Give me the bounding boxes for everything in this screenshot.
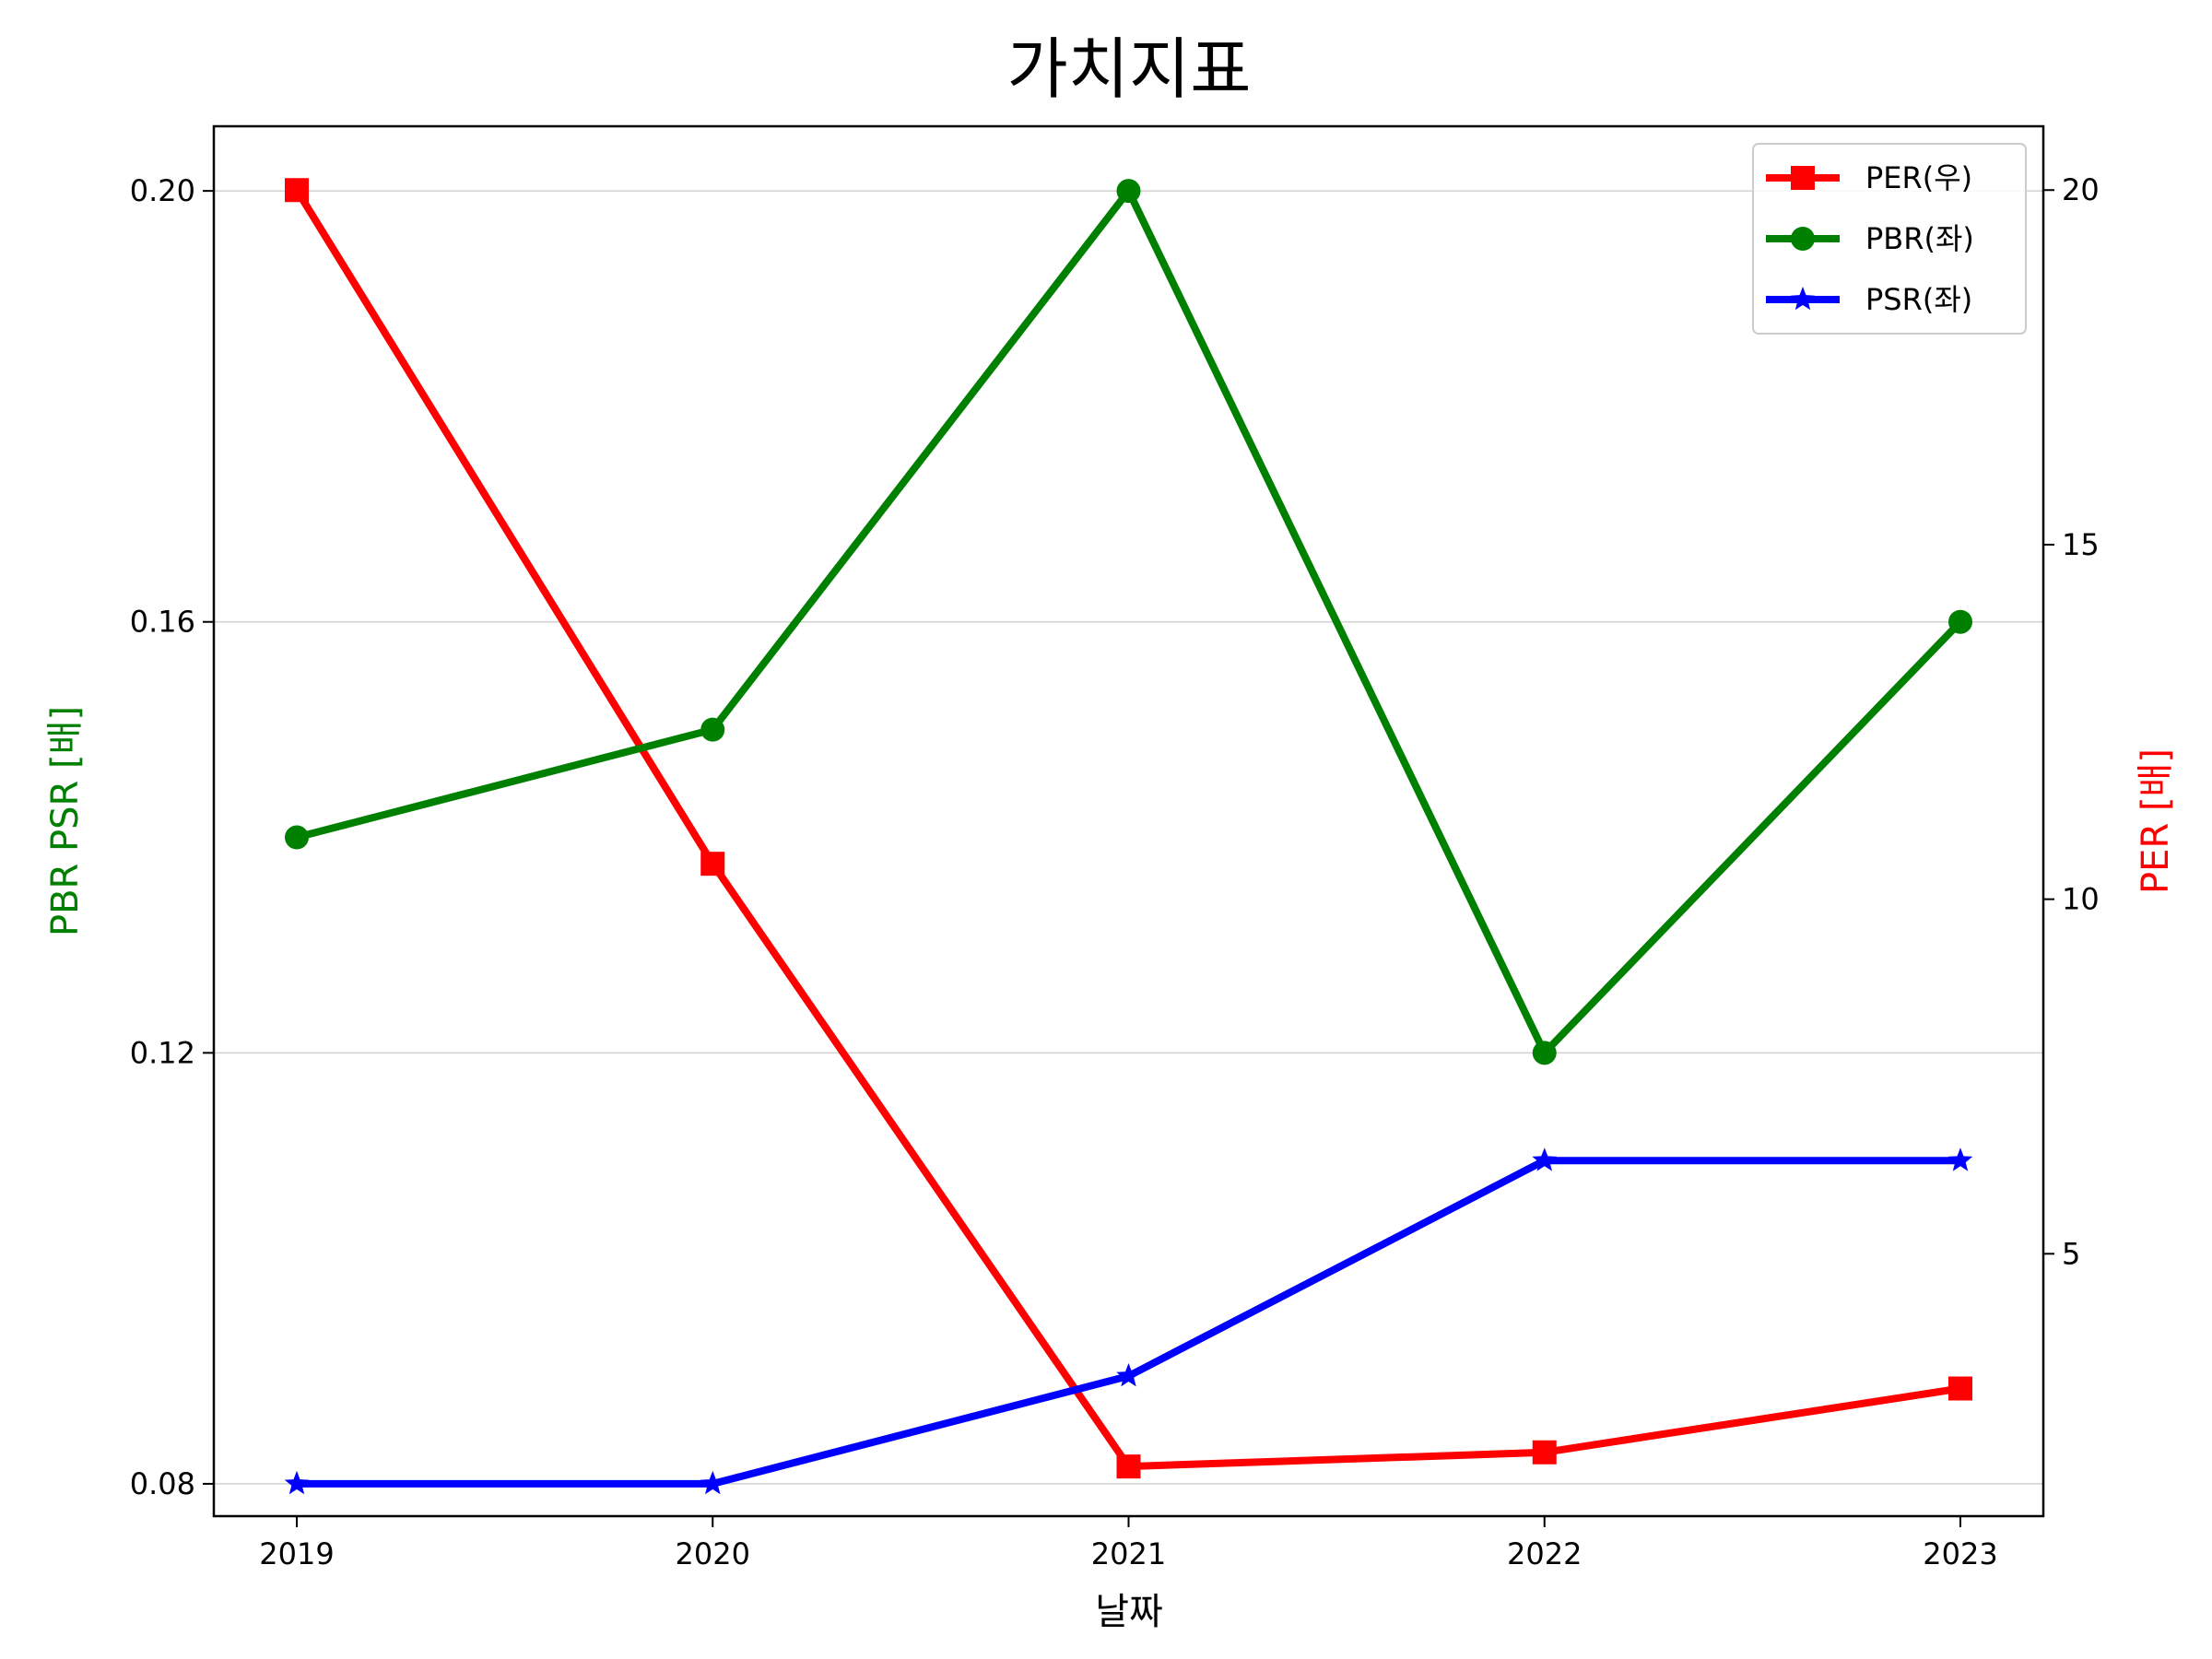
right-y-axis: 5 10 15 20	[2043, 172, 2100, 1271]
legend: PER(우) PBR(좌) PSR(좌)	[1752, 143, 2027, 335]
legend-marker-1	[1791, 227, 1815, 251]
left-tick-label-3: 0.20	[130, 173, 195, 208]
x-axis: 2019 2020 2021 2022 2023	[259, 1516, 1998, 1571]
series-1-point-4	[1948, 609, 1972, 634]
x-tick-label-0: 2019	[259, 1536, 334, 1571]
series-2-point-2	[1116, 1363, 1141, 1387]
chart-title: 가치지표	[1007, 30, 1252, 108]
series-1-point-1	[700, 717, 725, 742]
left-y-axis-label: PBR PSR [배]	[44, 706, 87, 936]
series-0-point-4	[1948, 1376, 1972, 1401]
series-2-point-4	[1947, 1147, 1973, 1171]
series-layer	[284, 178, 1973, 1495]
x-tick-label-3: 2022	[1507, 1536, 1582, 1571]
legend-marker-0	[1791, 166, 1815, 190]
legend-label-2: PSR(좌)	[1865, 282, 1972, 317]
legend-label-1: PBR(좌)	[1865, 221, 1974, 256]
series-1-point-3	[1532, 1041, 1557, 1065]
legend-box	[1752, 143, 2027, 335]
series-1-point-0	[285, 825, 309, 850]
left-tick-label-2: 0.16	[130, 605, 195, 640]
series-2-point-1	[700, 1470, 725, 1495]
left-tick-label-1: 0.12	[130, 1035, 195, 1070]
series-0	[285, 178, 1972, 1479]
legend-label-0: PER(우)	[1865, 160, 1972, 195]
right-tick-label-0: 5	[2062, 1236, 2080, 1271]
series-2	[284, 1147, 1973, 1495]
series-0-point-2	[1116, 1454, 1141, 1479]
right-tick-label-1: 10	[2062, 882, 2100, 917]
right-tick-label-2: 15	[2062, 527, 2100, 562]
series-2-point-3	[1532, 1147, 1558, 1171]
series-0-point-1	[700, 852, 725, 877]
series-2-point-0	[284, 1470, 310, 1495]
series-1-point-2	[1116, 179, 1141, 204]
left-tick-label-0: 0.08	[130, 1466, 195, 1501]
series-1	[285, 179, 1972, 1065]
x-axis-label: 날짜	[1095, 1591, 1163, 1633]
x-tick-label-4: 2023	[1923, 1536, 1997, 1571]
left-y-axis: 0.08 0.12 0.16 0.20	[130, 173, 214, 1501]
series-0-point-3	[1532, 1440, 1557, 1465]
legend-marker-2	[1790, 287, 1816, 311]
series-0-point-0	[285, 178, 309, 203]
x-tick-label-2: 2021	[1091, 1536, 1166, 1571]
right-tick-label-3: 20	[2062, 172, 2100, 207]
right-y-axis-label: PER [배]	[2135, 748, 2177, 894]
x-tick-label-1: 2020	[676, 1536, 750, 1571]
